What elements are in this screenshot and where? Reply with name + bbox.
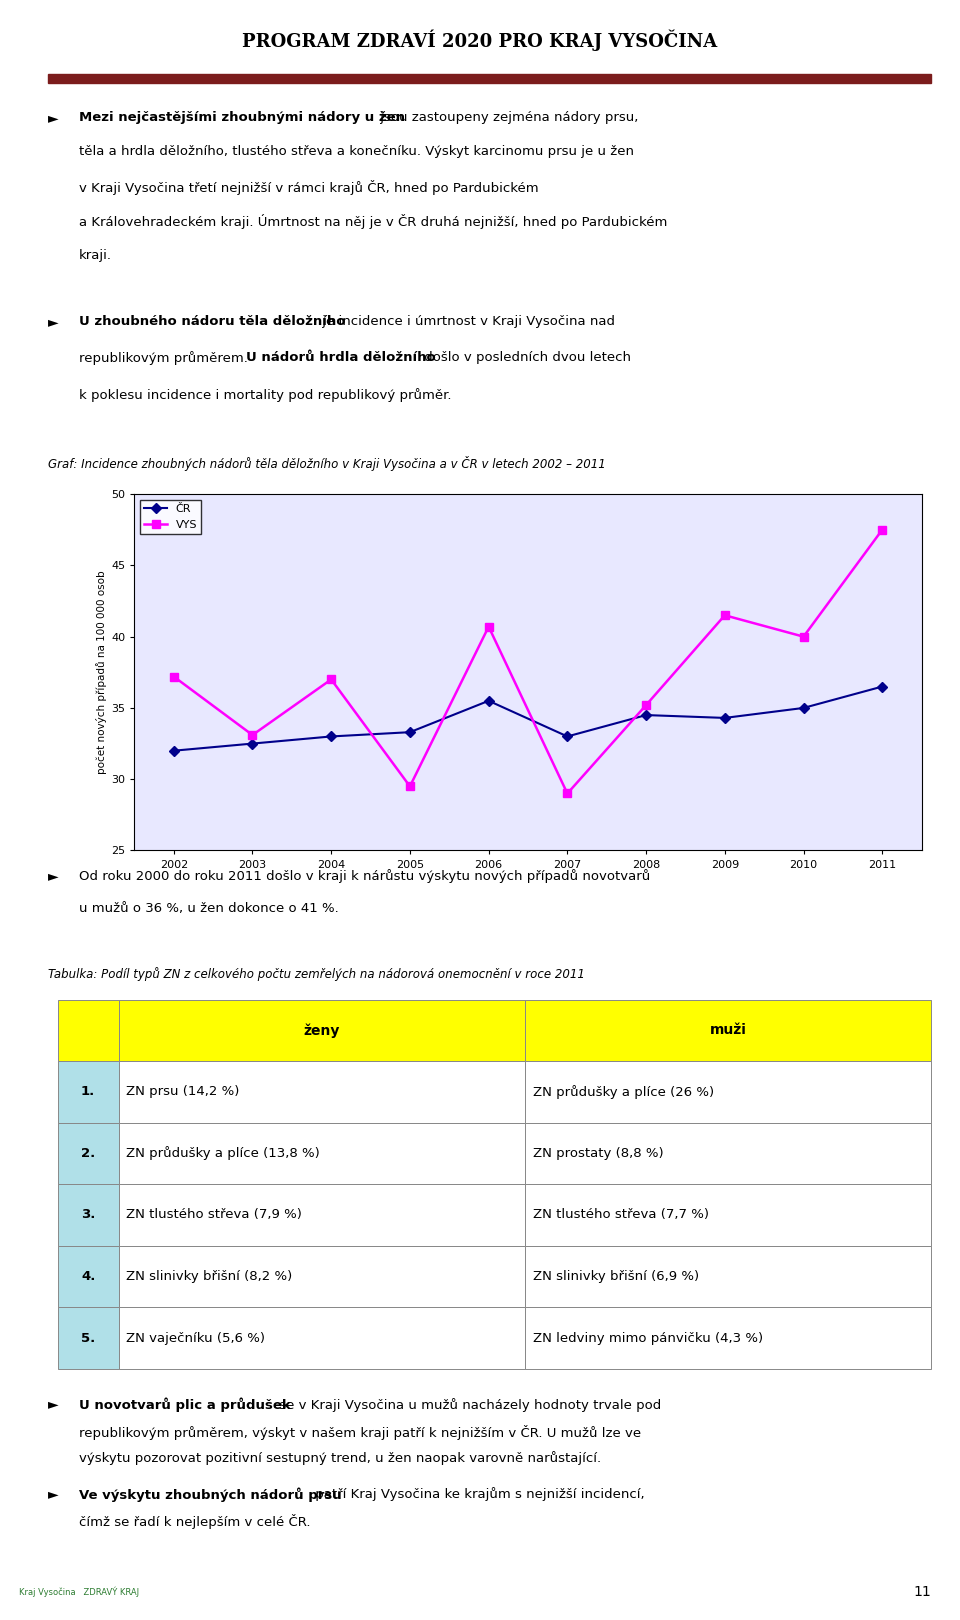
Text: k poklesu incidence i mortality pod republikový průměr.: k poklesu incidence i mortality pod repu… <box>79 387 451 402</box>
Bar <box>119 1184 525 1246</box>
Text: 4.: 4. <box>81 1270 95 1283</box>
Bar <box>119 1246 525 1307</box>
VYS <box>562 784 573 804</box>
Text: těla a hrdla děložního, tlustého střeva a konečníku. Výskyt karcinomu prsu je u : těla a hrdla děložního, tlustého střeva … <box>79 146 634 159</box>
Text: u mužů o 36 %, u žen dokonce o 41 %.: u mužů o 36 %, u žen dokonce o 41 %. <box>79 902 339 915</box>
Text: U novotvarů plic a průdušek: U novotvarů plic a průdušek <box>79 1398 291 1413</box>
Bar <box>119 1307 525 1369</box>
VYS <box>483 617 494 637</box>
VYS <box>404 776 416 795</box>
Text: ►: ► <box>48 1398 59 1411</box>
Bar <box>119 1000 525 1061</box>
Text: Mezi nejčastějšími zhoubnými nádory u žen: Mezi nejčastějšími zhoubnými nádory u že… <box>79 110 405 123</box>
Text: ZN prostaty (8,8 %): ZN prostaty (8,8 %) <box>533 1147 663 1160</box>
Bar <box>58 1246 119 1307</box>
VYS <box>247 726 258 745</box>
ČR <box>719 708 731 727</box>
ČR <box>247 734 258 753</box>
Text: ►: ► <box>48 1487 59 1502</box>
Text: ZN slinivky břišní (8,2 %): ZN slinivky břišní (8,2 %) <box>127 1270 293 1283</box>
ČR <box>404 723 416 742</box>
Text: čímž se řadí k nejlepším v celé ČR.: čímž se řadí k nejlepším v celé ČR. <box>79 1515 310 1529</box>
Text: patří Kraj Vysočina ke krajům s nejnižší incidencí,: patří Kraj Vysočina ke krajům s nejnižší… <box>311 1487 645 1502</box>
ČR <box>876 677 888 697</box>
Bar <box>58 1184 119 1246</box>
Text: PROGRAM ZDRAVÍ 2020 PRO KRAJ VYSOČINA: PROGRAM ZDRAVÍ 2020 PRO KRAJ VYSOČINA <box>242 29 718 52</box>
Text: 3.: 3. <box>81 1209 95 1221</box>
Text: výskytu pozorovat pozitivní sestupný trend, u žen naopak varovně narůstající.: výskytu pozorovat pozitivní sestupný tre… <box>79 1452 601 1466</box>
Line: VYS: VYS <box>170 525 886 797</box>
Bar <box>119 1061 525 1123</box>
Bar <box>525 1307 931 1369</box>
Bar <box>525 1123 931 1184</box>
Text: ZN průdušky a plíce (13,8 %): ZN průdušky a plíce (13,8 %) <box>127 1147 321 1160</box>
Bar <box>525 1000 931 1061</box>
Bar <box>119 1123 525 1184</box>
VYS <box>876 520 888 539</box>
VYS <box>325 669 337 688</box>
Text: U nádorů hrdla děložního: U nádorů hrdla děložního <box>246 352 436 365</box>
VYS <box>168 667 180 687</box>
Text: kraji.: kraji. <box>79 249 112 262</box>
ČR <box>640 705 652 724</box>
Text: U zhoubného nádoru těla děložního: U zhoubného nádoru těla děložního <box>79 314 346 327</box>
Text: 2.: 2. <box>81 1147 95 1160</box>
ČR <box>168 740 180 760</box>
Text: jsou zastoupeny zejména nádory prsu,: jsou zastoupeny zejména nádory prsu, <box>376 110 638 123</box>
Line: ČR: ČR <box>170 684 886 755</box>
Bar <box>58 1000 119 1061</box>
ČR <box>483 692 494 711</box>
Legend: ČR, VYS: ČR, VYS <box>140 499 202 535</box>
Y-axis label: počet nových případů na 100 000 osob: počet nových případů na 100 000 osob <box>96 570 108 774</box>
Bar <box>58 1307 119 1369</box>
Text: ZN prsu (14,2 %): ZN prsu (14,2 %) <box>127 1085 240 1098</box>
Text: 11: 11 <box>914 1584 931 1599</box>
Text: Graf: Incidence zhoubných nádorů těla děložního v Kraji Vysočina a v ČR v letech: Graf: Incidence zhoubných nádorů těla dě… <box>48 455 606 471</box>
Text: došlo v posledních dvou letech: došlo v posledních dvou letech <box>420 352 631 365</box>
Text: republikovým průměrem, výskyt v našem kraji patří k nejnižším v ČR. U mužů lze v: republikovým průměrem, výskyt v našem kr… <box>79 1424 641 1440</box>
Bar <box>525 1184 931 1246</box>
Text: ZN ledviny mimo pánvičku (4,3 %): ZN ledviny mimo pánvičku (4,3 %) <box>533 1332 763 1345</box>
Text: je incidence i úmrtnost v Kraji Vysočina nad: je incidence i úmrtnost v Kraji Vysočina… <box>319 314 615 327</box>
Text: 1.: 1. <box>81 1085 95 1098</box>
Text: ženy: ženy <box>303 1024 340 1037</box>
ČR <box>562 727 573 747</box>
Text: Ve výskytu zhoubných nádorů prsu: Ve výskytu zhoubných nádorů prsu <box>79 1487 342 1502</box>
Text: se v Kraji Vysočina u mužů nacházely hodnoty trvale pod: se v Kraji Vysočina u mužů nacházely hod… <box>275 1398 661 1411</box>
ČR <box>798 698 809 718</box>
VYS <box>640 695 652 714</box>
Text: ►: ► <box>48 110 59 125</box>
Text: ZN vaječníku (5,6 %): ZN vaječníku (5,6 %) <box>127 1332 265 1345</box>
Text: Tabulka: Podíl typů ZN z celkového počtu zemřelých na nádorová onemocnění v roce: Tabulka: Podíl typů ZN z celkového počtu… <box>48 967 585 980</box>
Text: Od roku 2000 do roku 2011 došlo v kraji k nárůstu výskytu nových případů novotva: Od roku 2000 do roku 2011 došlo v kraji … <box>79 868 650 883</box>
Text: muži: muži <box>709 1024 747 1037</box>
ČR <box>325 727 337 747</box>
Bar <box>58 1061 119 1123</box>
Text: ZN průdušky a plíce (26 %): ZN průdušky a plíce (26 %) <box>533 1085 714 1098</box>
Text: a Královehradeckém kraji. Úmrtnost na něj je v ČR druhá nejnižší, hned po Pardub: a Královehradeckém kraji. Úmrtnost na ně… <box>79 214 667 230</box>
Bar <box>525 1061 931 1123</box>
Bar <box>58 1123 119 1184</box>
Bar <box>525 1246 931 1307</box>
VYS <box>798 627 809 646</box>
Text: 5.: 5. <box>81 1332 95 1345</box>
Text: ZN tlustého střeva (7,9 %): ZN tlustého střeva (7,9 %) <box>127 1209 302 1221</box>
Text: v Kraji Vysočina třetí nejnižší v rámci krajů ČR, hned po Pardubickém: v Kraji Vysočina třetí nejnižší v rámci … <box>79 180 539 194</box>
Text: Kraj Vysočina   ZDRAVÝ KRAJ: Kraj Vysočina ZDRAVÝ KRAJ <box>19 1586 139 1597</box>
VYS <box>719 606 731 625</box>
Text: ZN tlustého střeva (7,7 %): ZN tlustého střeva (7,7 %) <box>533 1209 708 1221</box>
Text: ZN slinivky břišní (6,9 %): ZN slinivky břišní (6,9 %) <box>533 1270 699 1283</box>
Text: republikovým průměrem.: republikovým průměrem. <box>79 352 252 365</box>
Text: ►: ► <box>48 868 59 883</box>
Text: ►: ► <box>48 314 59 329</box>
